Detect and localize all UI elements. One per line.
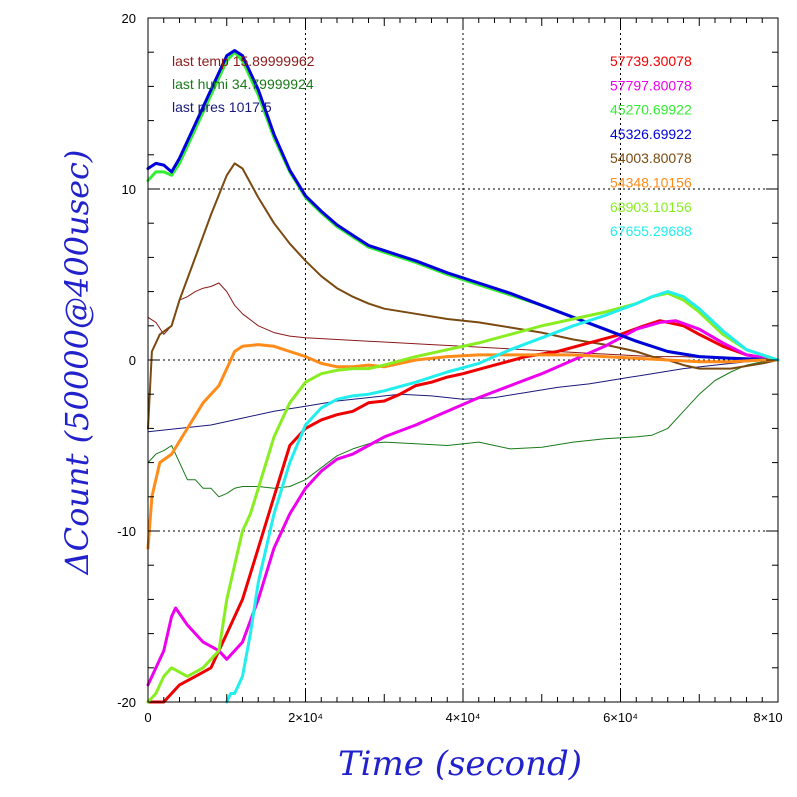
x-tick-label: 2×10⁴: [288, 710, 323, 725]
left-annotations: last temp 15.89999962 last humi 34.799999…: [172, 53, 315, 115]
series-line-1: [146, 319, 780, 687]
y-axis-title: ΔCount (50000@400usec): [58, 150, 96, 577]
annotation-text: last humi 34.79999924: [172, 76, 314, 92]
x-tick-label: 6×10⁴: [603, 710, 638, 725]
legend-entry: 54003.80078: [610, 150, 692, 166]
legend-entry: 54348.10156: [610, 175, 692, 191]
legend-entry: 57797.80078: [610, 77, 692, 93]
series-line-3: [146, 49, 780, 362]
x-axis-title: Time (second): [338, 744, 582, 784]
legend-entry: 67655.29688: [610, 223, 692, 239]
legend-entry: 57739.30078: [610, 53, 692, 69]
annotation-text: last pres 1017.5: [172, 99, 272, 115]
x-tick-label: 0: [144, 710, 151, 725]
axis-ticks: [147, 17, 779, 703]
y-tick-label: 20: [122, 11, 136, 26]
series-line-8: [147, 282, 779, 361]
y-tick-label: 0: [129, 353, 136, 368]
series-line-7: [225, 290, 780, 704]
legend-entry: 68903.10156: [610, 199, 692, 215]
series-line-10: [147, 359, 779, 433]
x-tick-label: 8×10: [753, 710, 782, 725]
y-tick-label: -20: [117, 695, 136, 710]
legend-entry: 45326.69922: [610, 126, 692, 142]
y-tick-label: 10: [122, 182, 136, 197]
series-layer: [146, 49, 780, 704]
legend: 57739.30078 57797.80078 45270.69922 45326.6…: [610, 53, 692, 239]
x-tick-labels: 0 2×10⁴ 4×10⁴ 6×10⁴ 8×10: [144, 710, 782, 725]
y-tick-labels: -20 -10 0 10 20: [117, 11, 136, 710]
y-tick-label: -10: [117, 524, 136, 539]
series-line-9: [147, 359, 779, 498]
x-tick-label: 4×10⁴: [446, 710, 481, 725]
annotation-text: last temp 15.89999962: [172, 53, 315, 69]
legend-entry: 45270.69922: [610, 102, 692, 118]
series-line-5: [146, 343, 780, 550]
